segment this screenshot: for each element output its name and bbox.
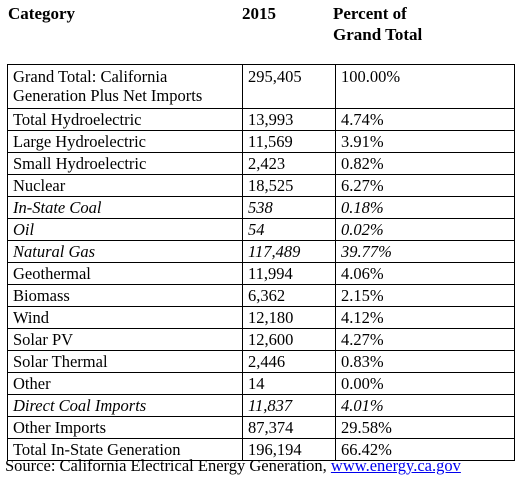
column-header-year: 2015 bbox=[242, 4, 276, 23]
cell-value: 2,423 bbox=[242, 152, 336, 175]
cell-category: Large Hydroelectric bbox=[7, 130, 243, 153]
cell-category: Solar PV bbox=[7, 328, 243, 351]
cell-value: 54 bbox=[242, 218, 336, 241]
cell-percent: 4.27% bbox=[335, 328, 515, 351]
cell-category: Grand Total: California Generation Plus N… bbox=[7, 64, 243, 109]
cell-category: Natural Gas bbox=[7, 240, 243, 263]
cell-category: Other bbox=[7, 372, 243, 395]
cell-percent: 4.12% bbox=[335, 306, 515, 329]
cell-percent: 0.18% bbox=[335, 196, 515, 219]
cell-percent: 4.74% bbox=[335, 108, 515, 131]
cell-value: 538 bbox=[242, 196, 336, 219]
cell-category: Solar Thermal bbox=[7, 350, 243, 373]
column-header-category: Category bbox=[8, 4, 76, 23]
table-row: Grand Total: California Generation Plus N… bbox=[7, 64, 515, 109]
cell-value: 11,994 bbox=[242, 262, 336, 285]
table-row: Solar Thermal 2,446 0.83% bbox=[7, 350, 515, 373]
table-row: Oil 54 0.02% bbox=[7, 218, 515, 241]
table-row: In-State Coal 538 0.18% bbox=[7, 196, 515, 219]
cell-category: Oil bbox=[7, 218, 243, 241]
table-row: Other 14 0.00% bbox=[7, 372, 515, 395]
cell-value: 11,837 bbox=[242, 394, 336, 417]
cell-percent: 0.83% bbox=[335, 350, 515, 373]
cell-category: Geothermal bbox=[7, 262, 243, 285]
source-prefix: Source: California Electrical Energy Gen… bbox=[5, 456, 331, 475]
table-row: Natural Gas 117,489 39.77% bbox=[7, 240, 515, 263]
cell-category: Other Imports bbox=[7, 416, 243, 439]
cell-category: Wind bbox=[7, 306, 243, 329]
cell-value: 11,569 bbox=[242, 130, 336, 153]
cell-value: 13,993 bbox=[242, 108, 336, 131]
cell-value: 12,600 bbox=[242, 328, 336, 351]
cell-category: Biomass bbox=[7, 284, 243, 307]
cell-value: 295,405 bbox=[242, 64, 336, 109]
cell-category: Small Hydroelectric bbox=[7, 152, 243, 175]
cell-category: In-State Coal bbox=[7, 196, 243, 219]
table-row: Geothermal 11,994 4.06% bbox=[7, 262, 515, 285]
table-body: Grand Total: California Generation Plus N… bbox=[7, 64, 515, 461]
source-note: Source: California Electrical Energy Gen… bbox=[5, 456, 461, 476]
table-row: Total In-State Generation 196,194 66.42% bbox=[7, 438, 515, 461]
table-row: Biomass 6,362 2.15% bbox=[7, 284, 515, 307]
table-row: Solar PV 12,600 4.27% bbox=[7, 328, 515, 351]
cell-percent: 2.15% bbox=[335, 284, 515, 307]
cell-category: Total In-State Generation bbox=[7, 438, 243, 461]
cell-percent: 100.00% bbox=[335, 64, 515, 109]
cell-percent: 29.58% bbox=[335, 416, 515, 439]
table-row: Small Hydroelectric 2,423 0.82% bbox=[7, 152, 515, 175]
cell-value: 117,489 bbox=[242, 240, 336, 263]
table-row: Total Hydroelectric 13,993 4.74% bbox=[7, 108, 515, 131]
cell-percent: 0.02% bbox=[335, 218, 515, 241]
cell-value: 2,446 bbox=[242, 350, 336, 373]
cell-percent: 0.00% bbox=[335, 372, 515, 395]
cell-category: Total Hydroelectric bbox=[7, 108, 243, 131]
table-row: Direct Coal Imports 11,837 4.01% bbox=[7, 394, 515, 417]
cell-percent: 4.06% bbox=[335, 262, 515, 285]
cell-category: Direct Coal Imports bbox=[7, 394, 243, 417]
cell-value: 12,180 bbox=[242, 306, 336, 329]
column-header-percent: Percent of Grand Total bbox=[333, 3, 422, 45]
source-link[interactable]: www.energy.ca.gov bbox=[330, 456, 461, 475]
cell-category: Nuclear bbox=[7, 174, 243, 197]
cell-value: 14 bbox=[242, 372, 336, 395]
cell-value: 6,362 bbox=[242, 284, 336, 307]
cell-percent: 4.01% bbox=[335, 394, 515, 417]
table-row: Other Imports 87,374 29.58% bbox=[7, 416, 515, 439]
table-row: Large Hydroelectric 11,569 3.91% bbox=[7, 130, 515, 153]
cell-value: 18,525 bbox=[242, 174, 336, 197]
cell-percent: 6.27% bbox=[335, 174, 515, 197]
table-row: Wind 12,180 4.12% bbox=[7, 306, 515, 329]
cell-percent: 0.82% bbox=[335, 152, 515, 175]
column-header-percent-text: Percent of Grand Total bbox=[333, 4, 423, 44]
cell-percent: 39.77% bbox=[335, 240, 515, 263]
cell-percent: 66.42% bbox=[335, 438, 515, 461]
cell-percent: 3.91% bbox=[335, 130, 515, 153]
energy-generation-table: Grand Total: California Generation Plus N… bbox=[7, 64, 515, 461]
cell-value: 87,374 bbox=[242, 416, 336, 439]
table-row: Nuclear 18,525 6.27% bbox=[7, 174, 515, 197]
